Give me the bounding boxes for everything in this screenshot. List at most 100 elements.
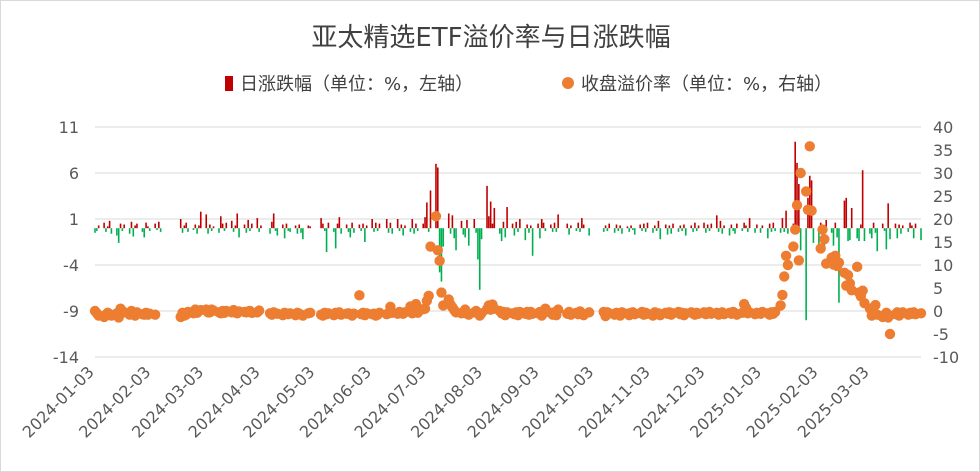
daily-change-bar <box>371 219 373 229</box>
daily-change-bar <box>898 224 900 229</box>
daily-change-bar <box>243 224 246 229</box>
daily-change-bar <box>396 219 399 229</box>
daily-change-bar <box>723 225 725 229</box>
daily-change-bar <box>914 223 917 229</box>
daily-change-bar <box>416 228 419 231</box>
premium-point <box>788 241 799 252</box>
daily-change-bar <box>705 228 707 233</box>
daily-change-bar <box>221 223 224 229</box>
daily-change-bar <box>389 222 392 229</box>
daily-change-bar <box>551 228 554 232</box>
daily-change-bar <box>147 226 149 229</box>
daily-change-bar <box>192 228 195 231</box>
right-tick-label: 30 <box>933 164 953 183</box>
daily-change-bar <box>296 228 299 234</box>
daily-change-bar <box>249 228 251 231</box>
daily-change-bar <box>730 224 733 229</box>
daily-change-bar <box>351 222 353 229</box>
premium-point <box>819 234 830 245</box>
daily-change-bar <box>805 228 807 321</box>
daily-change-bar <box>451 215 454 229</box>
daily-change-bar <box>181 228 184 233</box>
daily-change-bar <box>210 228 213 231</box>
daily-change-bar <box>706 224 709 229</box>
daily-change-bar <box>664 224 667 229</box>
daily-change-bar <box>289 228 291 232</box>
daily-change-bar <box>298 224 301 229</box>
daily-change-bar <box>194 224 197 229</box>
premium-point <box>149 309 161 320</box>
daily-change-bar <box>424 217 426 229</box>
daily-change-bar <box>860 224 862 229</box>
daily-change-bar <box>863 228 866 242</box>
daily-change-bar <box>836 228 838 238</box>
daily-change-bar <box>294 225 297 229</box>
premium-point <box>789 224 801 235</box>
daily-change-bar <box>748 218 751 229</box>
premium-point <box>304 307 316 319</box>
daily-change-bar <box>617 228 620 231</box>
daily-change-bar <box>876 228 879 252</box>
daily-change-bar <box>404 225 406 229</box>
daily-change-bar <box>143 228 146 238</box>
daily-change-bar <box>858 228 860 242</box>
daily-change-bar <box>117 228 120 243</box>
daily-change-bar <box>646 222 649 229</box>
daily-change-bar <box>581 218 583 229</box>
daily-change-bar <box>869 228 871 234</box>
daily-change-bar <box>856 228 858 239</box>
daily-change-bar <box>123 224 125 229</box>
daily-change-bar <box>121 228 124 231</box>
daily-change-bar <box>116 228 118 236</box>
daily-change-bar <box>498 228 501 234</box>
daily-change-bar <box>97 225 100 229</box>
premium-point <box>410 298 422 310</box>
daily-change-bar <box>398 228 401 231</box>
daily-change-bar <box>409 228 412 232</box>
daily-change-bar <box>260 225 262 229</box>
daily-change-bar <box>362 223 364 229</box>
daily-change-bar <box>376 228 379 231</box>
daily-change-bar <box>322 223 324 229</box>
premium-point <box>817 224 828 235</box>
right-tick-label: 5 <box>933 279 943 298</box>
premium-point <box>430 211 442 222</box>
daily-change-bar <box>539 228 541 239</box>
daily-change-bar <box>413 228 415 234</box>
legend-scatter-label: 收盘溢价率（单位：%，右轴） <box>581 74 832 95</box>
daily-change-bar <box>772 222 775 229</box>
daily-change-bar <box>847 228 849 242</box>
daily-change-bar <box>442 228 445 247</box>
premium-point <box>583 307 595 318</box>
daily-change-bar <box>870 228 873 239</box>
daily-change-bar <box>276 228 279 236</box>
premium-point <box>795 167 806 179</box>
daily-change-bar <box>628 228 631 232</box>
daily-change-bar <box>504 228 507 238</box>
right-tick-label: 25 <box>933 187 953 206</box>
right-tick-label: 10 <box>933 256 953 275</box>
daily-change-bar <box>345 224 348 229</box>
premium-point <box>870 299 881 311</box>
daily-change-bar <box>179 219 182 229</box>
daily-change-bar <box>825 219 827 229</box>
daily-change-bar <box>427 228 430 232</box>
daily-change-bar <box>218 228 220 233</box>
daily-change-bar <box>604 225 607 229</box>
daily-change-bar <box>799 228 802 251</box>
daily-change-bar <box>347 228 350 232</box>
premium-point <box>833 257 845 268</box>
daily-change-bar <box>517 228 519 232</box>
left-tick-label: 6 <box>69 164 79 183</box>
premium-point <box>423 290 434 302</box>
daily-change-bar <box>245 228 248 233</box>
daily-change-bar <box>156 228 158 231</box>
daily-change-bar <box>513 228 516 236</box>
daily-change-bar <box>728 228 731 236</box>
daily-change-bar <box>486 185 488 229</box>
left-tick-label: -14 <box>53 348 79 367</box>
daily-change-bar <box>540 219 543 229</box>
premium-point <box>804 141 815 152</box>
daily-change-bar <box>480 228 483 240</box>
daily-change-bar <box>619 225 621 229</box>
